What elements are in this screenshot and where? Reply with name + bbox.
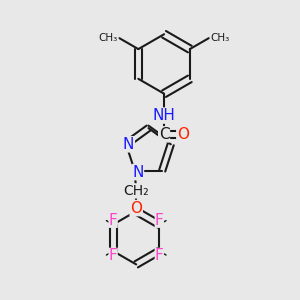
Text: O: O [130, 201, 142, 216]
Text: O: O [177, 127, 189, 142]
Text: N: N [132, 165, 143, 180]
Text: F: F [155, 213, 164, 228]
Text: F: F [155, 248, 164, 263]
Text: C: C [159, 127, 170, 142]
Text: F: F [109, 248, 118, 263]
Text: CH₃: CH₃ [210, 33, 230, 43]
Text: CH₃: CH₃ [99, 33, 118, 43]
Text: F: F [109, 213, 118, 228]
Text: NH: NH [153, 108, 175, 123]
Text: CH₂: CH₂ [123, 184, 149, 198]
Text: N: N [123, 137, 134, 152]
